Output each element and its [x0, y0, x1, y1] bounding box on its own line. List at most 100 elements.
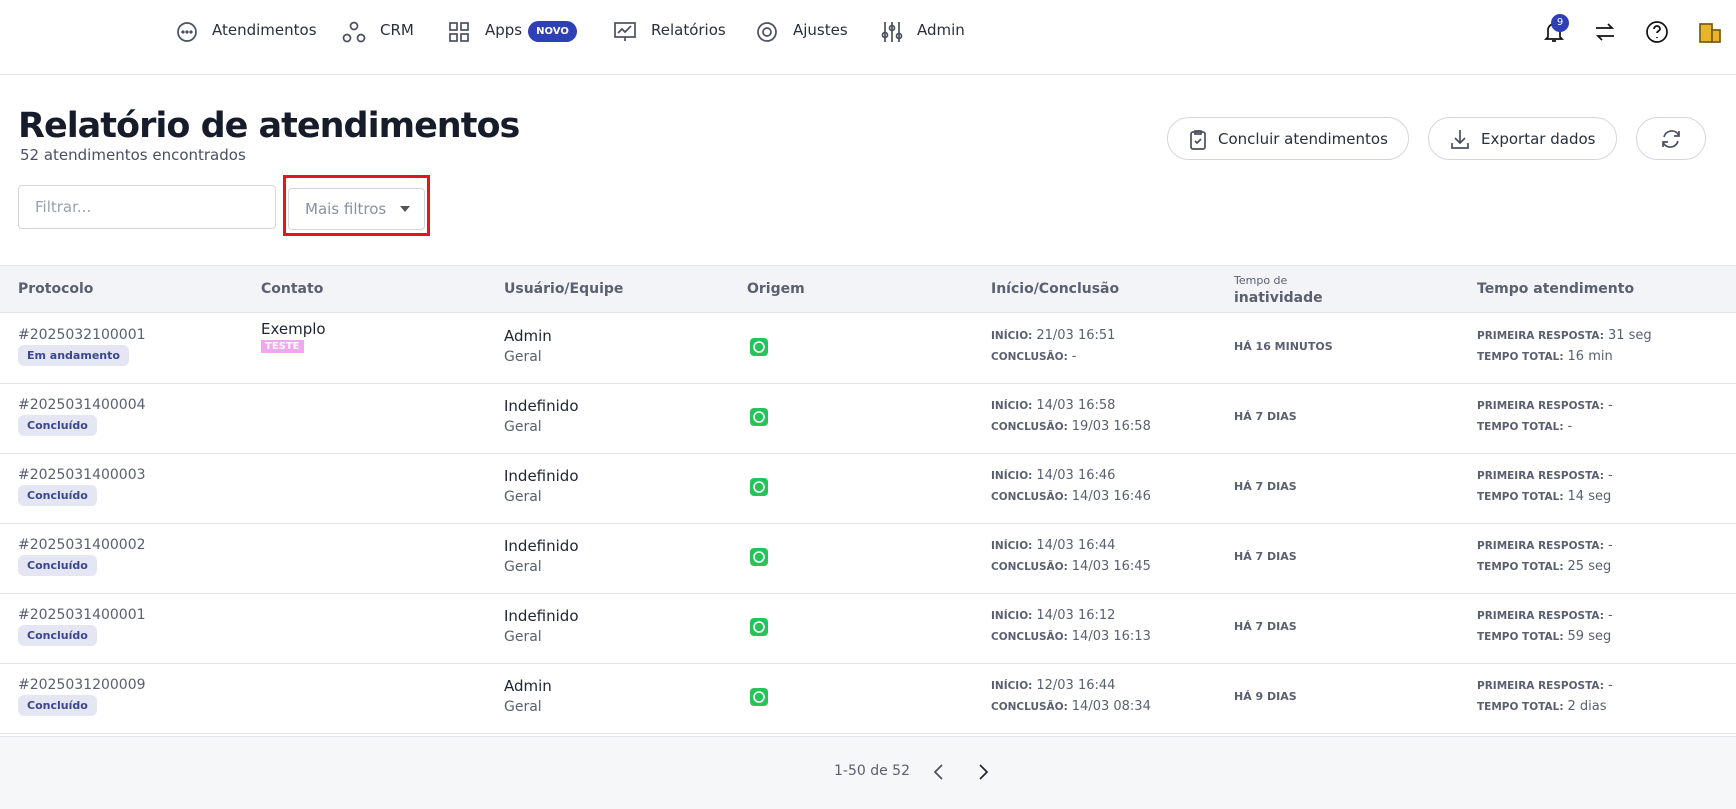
- whatsapp-icon: [750, 408, 768, 426]
- column-header: Origem: [747, 281, 805, 297]
- field-value: -: [1608, 608, 1613, 623]
- conclude-button[interactable]: Concluir atendimentos: [1167, 117, 1409, 160]
- nav-item[interactable]: Admin: [917, 21, 965, 39]
- protocol: #2025031400002: [18, 537, 146, 553]
- end-time: CONCLUSÃO:14/03 16:45: [991, 559, 1151, 574]
- field-label: TEMPO TOTAL:: [1477, 421, 1564, 433]
- protocol: #2025031400003: [18, 467, 146, 483]
- icon: [1449, 128, 1471, 150]
- first-response: PRIMEIRA RESPOSTA:-: [1477, 468, 1613, 483]
- nav-item[interactable]: Apps: [485, 21, 522, 39]
- team: Geral: [504, 699, 542, 715]
- status-badge: Concluído: [18, 695, 97, 716]
- field-label: PRIMEIRA RESPOSTA:: [1477, 610, 1604, 622]
- icon: [613, 20, 637, 44]
- field-label: PRIMEIRA RESPOSTA:: [1477, 400, 1604, 412]
- search-input[interactable]: Filtrar...: [18, 185, 276, 229]
- company-logo[interactable]: [1697, 18, 1723, 44]
- field-label: INÍCIO:: [991, 330, 1032, 342]
- idle-time: HÁ 7 DIAS: [1234, 410, 1297, 423]
- help[interactable]: [1645, 20, 1669, 44]
- whatsapp-icon: [750, 548, 768, 566]
- end-time: CONCLUSÃO:14/03 16:46: [991, 489, 1151, 504]
- start-time: INÍCIO:21/03 16:51: [991, 328, 1115, 343]
- icon: [750, 618, 768, 636]
- start-time: INÍCIO:14/03 16:44: [991, 538, 1115, 553]
- field-label: CONCLUSÃO:: [991, 351, 1068, 363]
- whatsapp-icon: [750, 618, 768, 636]
- column-header: Tempo de: [1234, 274, 1287, 287]
- whatsapp-icon: [750, 478, 768, 496]
- field-value: 59 seg: [1568, 629, 1612, 644]
- prev-page[interactable]: [932, 762, 946, 782]
- row-divider: [0, 593, 1736, 594]
- user: Indefinido: [504, 537, 579, 555]
- field-label: PRIMEIRA RESPOSTA:: [1477, 470, 1604, 482]
- subtitle: 52 atendimentos encontrados: [20, 146, 246, 164]
- field-value: 14 seg: [1568, 489, 1612, 504]
- total-time: TEMPO TOTAL: 25 seg: [1477, 559, 1611, 574]
- switch[interactable]: [1593, 20, 1617, 44]
- icon: [750, 548, 768, 566]
- next-page[interactable]: [976, 762, 990, 782]
- field-label: TEMPO TOTAL:: [1477, 561, 1564, 573]
- field-value: 25 seg: [1568, 559, 1612, 574]
- user: Admin: [504, 677, 552, 695]
- field-label: PRIMEIRA RESPOSTA:: [1477, 680, 1604, 692]
- field-label: INÍCIO:: [991, 680, 1032, 692]
- status-badge: Em andamento: [18, 345, 129, 366]
- field-value: -: [1568, 419, 1573, 434]
- team: Geral: [504, 489, 542, 505]
- user: Indefinido: [504, 467, 579, 485]
- field-label: CONCLUSÃO:: [991, 491, 1068, 503]
- field-label: INÍCIO:: [991, 400, 1032, 412]
- protocol: #2025031400004: [18, 397, 146, 413]
- export-button[interactable]: Exportar dados: [1428, 117, 1617, 160]
- first-response: PRIMEIRA RESPOSTA:-: [1477, 608, 1613, 623]
- field-value: -: [1072, 349, 1077, 364]
- user: Indefinido: [504, 607, 579, 625]
- table: ProtocoloContatoUsuário/EquipeOrigemIníc…: [0, 265, 1736, 736]
- status-badge: Concluído: [18, 625, 97, 646]
- field-label: CONCLUSÃO:: [991, 631, 1068, 643]
- column-header: inatividade: [1234, 290, 1323, 306]
- nav-item[interactable]: Relatórios: [651, 21, 726, 39]
- icon: [750, 408, 768, 426]
- icon: [176, 21, 198, 43]
- status-badge: Concluído: [18, 485, 97, 506]
- end-time: CONCLUSÃO:19/03 16:58: [991, 419, 1151, 434]
- first-response: PRIMEIRA RESPOSTA:-: [1477, 398, 1613, 413]
- field-value: -: [1608, 398, 1613, 413]
- first-response: PRIMEIRA RESPOSTA:-: [1477, 678, 1613, 693]
- total-time: TEMPO TOTAL:2 dias: [1477, 699, 1607, 714]
- user: Admin: [504, 327, 552, 345]
- start-time: INÍCIO:14/03 16:12: [991, 608, 1115, 623]
- row-divider: [0, 383, 1736, 384]
- total-time: TEMPO TOTAL:16 min: [1477, 349, 1613, 364]
- button-label: Exportar dados: [1481, 130, 1595, 148]
- column-header: Tempo atendimento: [1477, 281, 1634, 297]
- column-header: Contato: [261, 281, 323, 297]
- idle-time: HÁ 7 DIAS: [1234, 480, 1297, 493]
- top-nav: Atendimentos CRM Apps NOVO Relatórios Aj…: [0, 0, 1736, 75]
- nav-item[interactable]: CRM: [380, 21, 414, 39]
- team: Geral: [504, 349, 542, 365]
- field-value: 14/03 16:13: [1072, 629, 1151, 644]
- nav-item[interactable]: Atendimentos: [212, 21, 317, 39]
- team: Geral: [504, 559, 542, 575]
- nav-item[interactable]: Ajustes: [793, 21, 848, 39]
- team: Geral: [504, 419, 542, 435]
- icon: [755, 20, 779, 44]
- whatsapp-icon: [750, 688, 768, 706]
- start-time: INÍCIO:12/03 16:44: [991, 678, 1115, 693]
- idle-time: HÁ 16 MINUTOS: [1234, 340, 1333, 353]
- field-label: PRIMEIRA RESPOSTA:: [1477, 330, 1604, 342]
- highlight-box: [283, 175, 430, 236]
- start-time: INÍCIO:14/03 16:46: [991, 468, 1115, 483]
- icon: [750, 478, 768, 496]
- field-label: INÍCIO:: [991, 470, 1032, 482]
- field-label: PRIMEIRA RESPOSTA:: [1477, 540, 1604, 552]
- field-label: TEMPO TOTAL:: [1477, 631, 1564, 643]
- refresh-button[interactable]: [1636, 117, 1706, 160]
